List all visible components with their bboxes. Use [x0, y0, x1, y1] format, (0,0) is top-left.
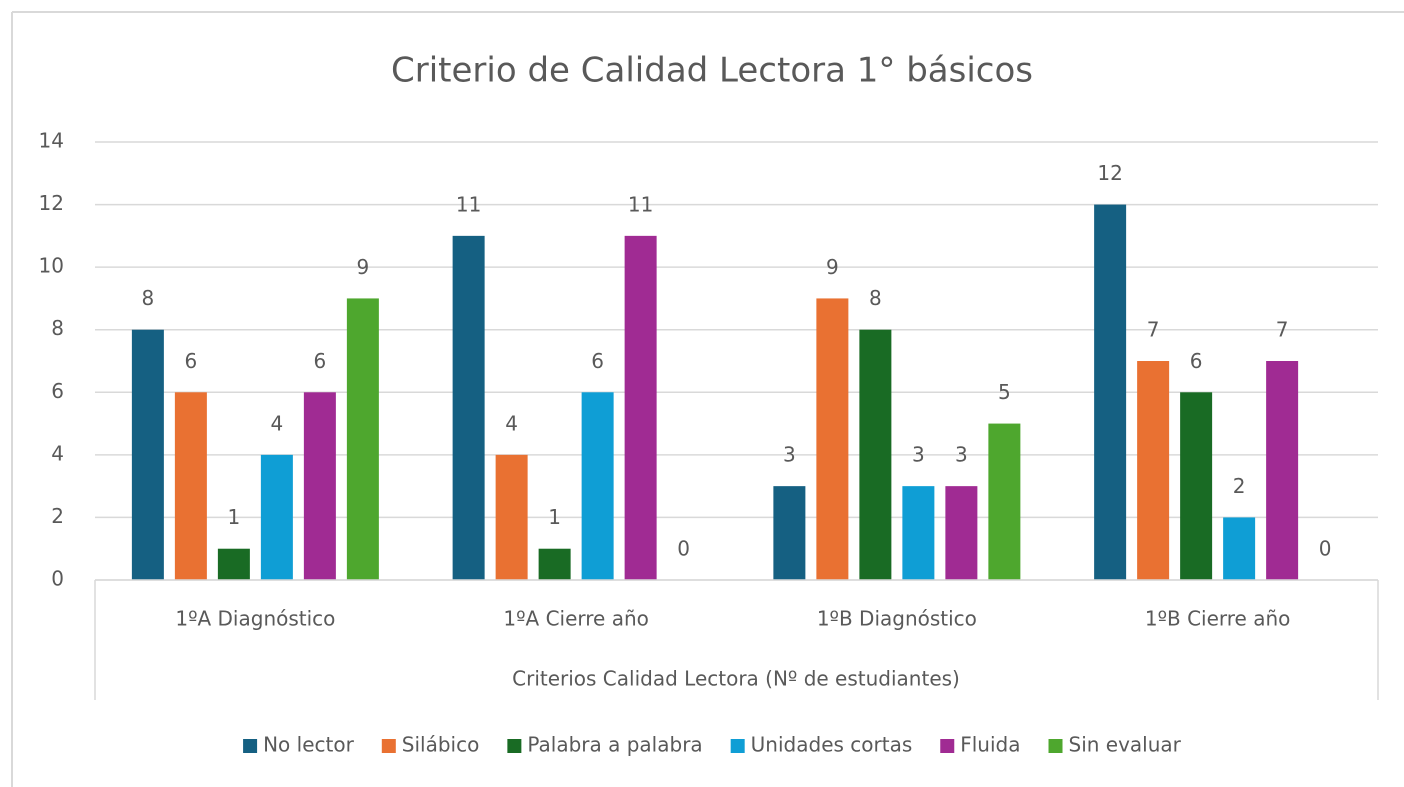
x-tick-label: 1ºB Cierre año	[1145, 607, 1291, 631]
legend-swatch	[940, 739, 955, 753]
bar	[495, 454, 528, 580]
bar	[174, 392, 207, 580]
bar	[303, 392, 336, 580]
data-label: 0	[677, 537, 690, 561]
legend-label: Palabra a palabra	[527, 733, 702, 757]
data-label: 1	[548, 505, 561, 529]
data-label: 7	[1147, 318, 1160, 342]
data-label: 11	[628, 192, 653, 216]
y-tick-label: 6	[51, 379, 64, 403]
chart-title: Criterio de Calidad Lectora 1° básicos	[391, 51, 1033, 91]
legend-label: No lector	[263, 733, 354, 757]
bar	[816, 298, 849, 580]
legend-swatch	[730, 739, 745, 753]
bar	[538, 548, 571, 580]
data-label: 6	[314, 349, 327, 373]
data-label: 9	[357, 255, 370, 279]
data-label: 3	[955, 443, 968, 467]
y-tick-label: 0	[51, 567, 64, 591]
data-label: 1	[228, 505, 241, 529]
x-tick-label: 1ºB Diagnóstico	[817, 607, 977, 631]
y-tick-label: 12	[39, 191, 64, 215]
bar	[452, 235, 485, 580]
data-label: 2	[1233, 474, 1246, 498]
legend-label: Fluida	[960, 733, 1020, 757]
bar	[131, 329, 164, 580]
data-label: 6	[1190, 349, 1203, 373]
data-label: 12	[1097, 161, 1122, 185]
bar	[346, 298, 379, 580]
y-tick-label: 10	[39, 254, 64, 278]
bar	[1266, 361, 1299, 580]
data-label: 4	[271, 411, 284, 435]
legend-label: Sin evaluar	[1069, 733, 1182, 757]
bar	[1094, 204, 1127, 581]
bar	[1223, 517, 1256, 580]
legend-label: Silábico	[402, 733, 480, 757]
bar	[902, 486, 935, 580]
data-label: 4	[505, 411, 518, 435]
legend-swatch	[507, 739, 522, 753]
x-tick-label: 1ºA Diagnóstico	[175, 607, 335, 631]
data-label: 0	[1319, 537, 1332, 561]
legend-label: Unidades cortas	[751, 733, 913, 757]
x-tick-label: 1ºA Cierre año	[503, 607, 649, 631]
data-label: 3	[783, 443, 796, 467]
y-tick-label: 4	[51, 441, 64, 465]
data-label: 3	[912, 443, 925, 467]
y-tick-label: 2	[51, 504, 64, 528]
bar	[217, 548, 250, 580]
data-label: 6	[591, 349, 604, 373]
data-label: 5	[998, 380, 1011, 404]
bar	[624, 235, 657, 580]
bar	[988, 423, 1021, 580]
bar	[581, 392, 614, 580]
y-tick-label: 14	[39, 129, 64, 153]
y-tick-label: 8	[51, 316, 64, 340]
data-label: 6	[185, 349, 198, 373]
data-label: 8	[869, 286, 882, 310]
x-axis-title: Criterios Calidad Lectora (Nº de estudia…	[512, 667, 960, 691]
data-label: 9	[826, 255, 839, 279]
bar	[859, 329, 892, 580]
data-label: 8	[142, 286, 155, 310]
legend-swatch	[381, 739, 396, 753]
legend-swatch	[1048, 739, 1063, 753]
legend-swatch	[243, 739, 258, 753]
bar	[945, 486, 978, 580]
bar	[773, 486, 806, 580]
bar	[260, 454, 293, 580]
bar	[1137, 361, 1170, 580]
data-label: 11	[456, 192, 481, 216]
bar	[1180, 392, 1213, 580]
data-label: 7	[1276, 318, 1289, 342]
